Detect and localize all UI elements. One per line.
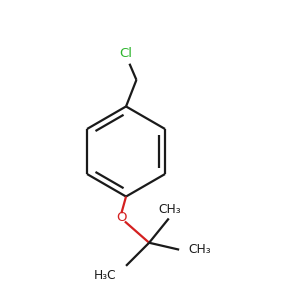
- Text: H₃C: H₃C: [94, 268, 117, 282]
- Text: CH₃: CH₃: [188, 243, 211, 256]
- Text: Cl: Cl: [119, 47, 133, 60]
- Text: CH₃: CH₃: [159, 203, 181, 216]
- Text: O: O: [116, 211, 127, 224]
